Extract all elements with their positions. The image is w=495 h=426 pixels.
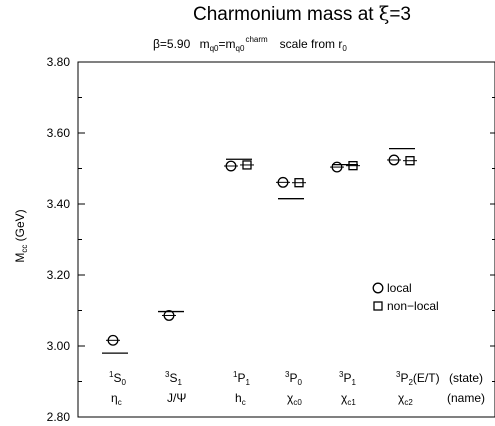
subtitle-m1-sub: q0 [210, 44, 219, 53]
subtitle-scale: scale from r [280, 37, 343, 51]
y-tick-label: 3.20 [47, 268, 71, 282]
state-label: 1S0 [109, 370, 126, 387]
y-tick-label: 2.80 [47, 410, 71, 424]
data-markers [106, 154, 417, 346]
state-label: 3S1 [165, 370, 182, 387]
particle-name: χc2 [398, 391, 413, 407]
particle-name: J/Ψ [167, 391, 186, 405]
state-label: 1P1 [233, 370, 250, 387]
particle-name: χc0 [287, 391, 302, 407]
subtitle-m1: m [200, 37, 210, 51]
state-labels: 1S0 ηc 3S1 J/Ψ 1P1 hc 3P0 χc0 3P1 χc1 3P2(E/T) χc2 [109, 370, 440, 407]
chart-title: Charmonium mass at ξ=3 [193, 3, 411, 25]
state-label: 3P2(E/T) [396, 370, 440, 387]
subtitle-beta: β=5.90 [153, 37, 191, 51]
legend: local non−local [372, 281, 439, 313]
legend-square-marker [373, 301, 383, 311]
chart-title-main: Charmonium mass at [193, 4, 379, 25]
legend-label-nonlocal: non−local [387, 299, 439, 313]
y-ticks: 2.80 3.00 3.20 3.40 3.60 3.80 [47, 55, 495, 424]
experiment-lines [102, 147, 415, 354]
chart-title-xi: ξ [379, 3, 389, 25]
particle-name: ηc [111, 391, 122, 407]
y-axis-label-base: M [13, 253, 27, 263]
legend-circle-marker [372, 282, 384, 294]
y-tick-label: 3.40 [47, 197, 71, 211]
chart-title-tail: =3 [389, 4, 411, 25]
row-label-state: (state) [449, 371, 483, 385]
plot-frame [77, 61, 495, 418]
subtitle-m2-sup: charm [245, 35, 268, 44]
state-label: 3P1 [339, 370, 356, 387]
subtitle-m2-sub: q0 [236, 44, 245, 53]
legend-label-local: local [387, 281, 412, 295]
y-axis-label: Mcc (GeV) [13, 209, 29, 262]
y-tick-label: 3.80 [47, 55, 71, 69]
y-tick-label: 3.00 [47, 339, 71, 353]
subtitle-scale-sub: 0 [342, 44, 347, 53]
row-label-name: (name) [447, 391, 485, 405]
y-tick-label: 3.60 [47, 126, 71, 140]
subtitle-eq: =m [219, 37, 236, 51]
y-axis-label-unit: (GeV) [13, 209, 27, 244]
y-axis-label-sub: cc [20, 245, 29, 253]
particle-name: hc [235, 391, 246, 407]
chart-subtitle: β=5.90 mq0=mq0charm scale from r0 [153, 35, 347, 53]
particle-name: χc1 [341, 391, 356, 407]
state-label: 3P0 [285, 370, 302, 387]
